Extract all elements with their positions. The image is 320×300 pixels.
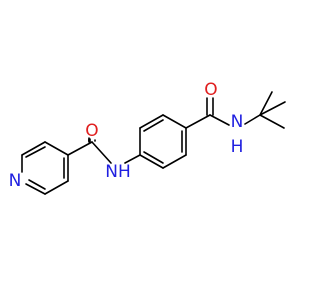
- bond: [44, 180, 69, 195]
- atom-label: N: [9, 171, 22, 191]
- bond: [67, 141, 93, 156]
- bond: [91, 141, 112, 164]
- bond: [25, 183, 46, 195]
- bond: [162, 114, 187, 129]
- atom-label: H: [231, 137, 244, 157]
- bond: [124, 154, 141, 164]
- bond: [139, 154, 164, 169]
- bond: [21, 141, 46, 156]
- molecule-diagram: N O NH O N H: [9, 80, 286, 195]
- bond: [259, 91, 273, 116]
- bond: [143, 119, 164, 132]
- atom-label: O: [85, 121, 98, 141]
- bond: [185, 114, 211, 129]
- bond: [259, 114, 285, 129]
- bond: [139, 114, 164, 129]
- bonds: [21, 91, 286, 195]
- bond: [44, 141, 69, 156]
- atom-label: NH: [105, 162, 131, 182]
- atom-label: N: [231, 112, 244, 132]
- bond: [25, 146, 46, 158]
- bond: [259, 101, 286, 116]
- bond: [244, 114, 261, 125]
- bond: [143, 151, 164, 164]
- bond: [209, 114, 230, 126]
- bond: [162, 154, 187, 169]
- atom-label: O: [204, 80, 217, 100]
- bond: [28, 179, 46, 190]
